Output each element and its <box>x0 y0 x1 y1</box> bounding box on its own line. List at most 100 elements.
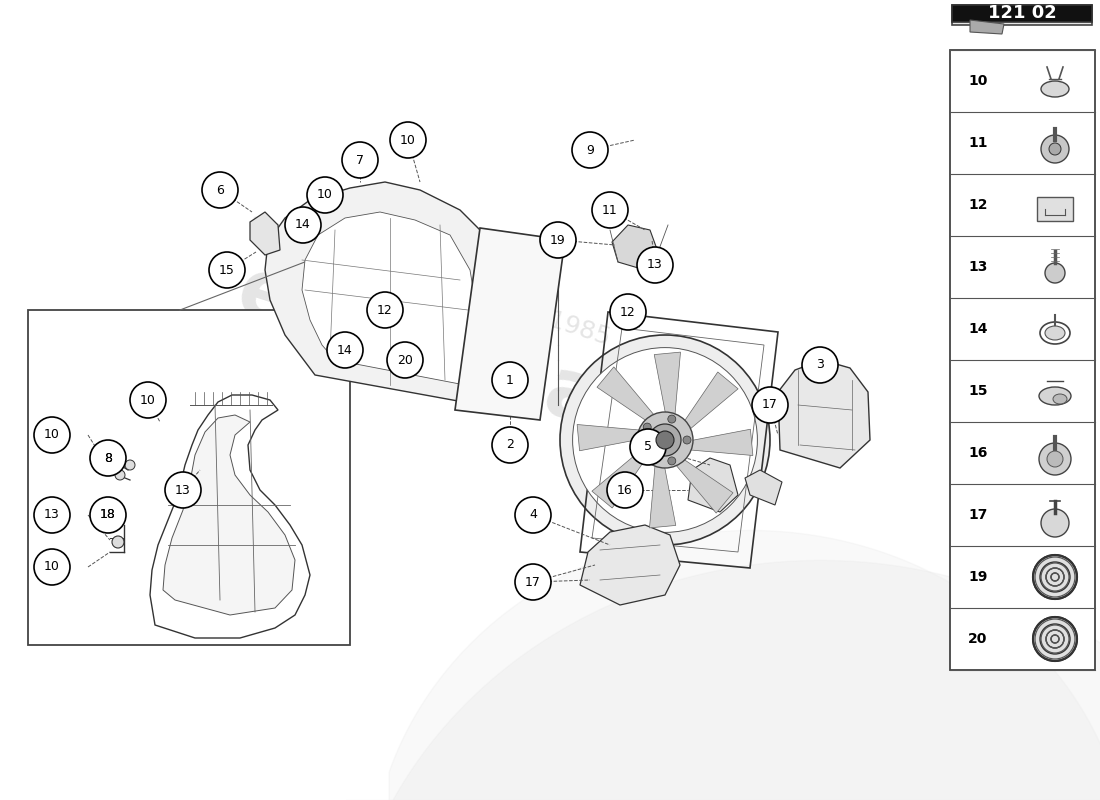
Text: 5: 5 <box>644 441 652 454</box>
Polygon shape <box>250 212 280 255</box>
Circle shape <box>125 460 135 470</box>
Text: 121 02: 121 02 <box>988 4 1056 22</box>
Circle shape <box>202 172 238 208</box>
Circle shape <box>560 335 770 545</box>
Circle shape <box>130 382 166 418</box>
Circle shape <box>1047 451 1063 467</box>
Circle shape <box>1033 555 1077 599</box>
Circle shape <box>610 294 646 330</box>
Polygon shape <box>745 470 782 505</box>
FancyBboxPatch shape <box>952 5 1092 26</box>
Ellipse shape <box>1040 387 1071 405</box>
Polygon shape <box>163 415 295 615</box>
Text: 20: 20 <box>397 354 412 366</box>
Text: 8: 8 <box>104 451 112 465</box>
Text: 12: 12 <box>620 306 636 318</box>
Text: 14: 14 <box>295 218 311 231</box>
Circle shape <box>572 132 608 168</box>
Text: 13: 13 <box>968 260 988 274</box>
Text: 3: 3 <box>816 358 824 371</box>
Text: 15: 15 <box>219 263 235 277</box>
Circle shape <box>492 427 528 463</box>
Circle shape <box>540 222 576 258</box>
Circle shape <box>515 497 551 533</box>
Circle shape <box>307 177 343 213</box>
Circle shape <box>668 457 675 465</box>
Polygon shape <box>150 395 310 638</box>
Circle shape <box>515 564 551 600</box>
Text: 7: 7 <box>356 154 364 166</box>
Text: 8: 8 <box>104 451 112 465</box>
Text: 13: 13 <box>44 509 59 522</box>
Circle shape <box>1040 443 1071 475</box>
Ellipse shape <box>1041 81 1069 97</box>
Text: 6: 6 <box>216 183 224 197</box>
Circle shape <box>683 436 691 444</box>
Polygon shape <box>674 372 738 440</box>
Text: 19: 19 <box>968 570 988 584</box>
Polygon shape <box>612 225 658 270</box>
Text: eurospares: eurospares <box>227 250 754 490</box>
Polygon shape <box>597 367 666 430</box>
Circle shape <box>752 387 788 423</box>
Text: 12: 12 <box>377 303 393 317</box>
Text: 1: 1 <box>506 374 514 386</box>
Circle shape <box>1049 143 1061 155</box>
Circle shape <box>637 412 693 468</box>
Circle shape <box>342 142 378 178</box>
Text: 10: 10 <box>44 561 59 574</box>
Circle shape <box>656 431 674 449</box>
FancyBboxPatch shape <box>952 5 1092 22</box>
Text: 16: 16 <box>617 483 632 497</box>
FancyBboxPatch shape <box>28 310 350 645</box>
Circle shape <box>573 347 758 533</box>
Polygon shape <box>592 440 656 508</box>
Circle shape <box>644 423 651 431</box>
Text: 9: 9 <box>586 143 594 157</box>
Polygon shape <box>455 228 565 420</box>
Ellipse shape <box>1045 326 1065 340</box>
Text: 10: 10 <box>317 189 333 202</box>
Circle shape <box>1041 135 1069 163</box>
Circle shape <box>285 207 321 243</box>
Circle shape <box>1045 263 1065 283</box>
Text: 20: 20 <box>968 632 988 646</box>
Circle shape <box>367 292 403 328</box>
Circle shape <box>34 549 70 585</box>
Text: 10: 10 <box>400 134 416 146</box>
Circle shape <box>112 536 124 548</box>
Text: 15: 15 <box>968 384 988 398</box>
Circle shape <box>1041 509 1069 537</box>
Circle shape <box>90 497 126 533</box>
Circle shape <box>327 332 363 368</box>
Polygon shape <box>265 182 500 405</box>
Text: 2: 2 <box>506 438 514 451</box>
Text: 18: 18 <box>100 509 116 522</box>
Circle shape <box>34 497 70 533</box>
Polygon shape <box>673 430 752 455</box>
Circle shape <box>165 472 201 508</box>
Circle shape <box>630 429 666 465</box>
Circle shape <box>390 122 426 158</box>
Text: 16: 16 <box>968 446 988 460</box>
Polygon shape <box>778 360 870 468</box>
Polygon shape <box>580 525 680 605</box>
Polygon shape <box>578 425 657 450</box>
Circle shape <box>592 192 628 228</box>
Text: 13: 13 <box>175 483 191 497</box>
Text: 10: 10 <box>968 74 988 88</box>
Circle shape <box>644 449 651 457</box>
Text: 17: 17 <box>968 508 988 522</box>
Text: 17: 17 <box>762 398 778 411</box>
Circle shape <box>492 362 528 398</box>
FancyBboxPatch shape <box>950 50 1094 670</box>
FancyBboxPatch shape <box>1037 197 1072 221</box>
Text: 11: 11 <box>602 203 618 217</box>
Circle shape <box>1033 617 1077 661</box>
Circle shape <box>116 470 125 480</box>
Circle shape <box>802 347 838 383</box>
Circle shape <box>387 342 424 378</box>
Text: 18: 18 <box>100 509 116 522</box>
Polygon shape <box>654 352 681 431</box>
Polygon shape <box>302 212 480 385</box>
